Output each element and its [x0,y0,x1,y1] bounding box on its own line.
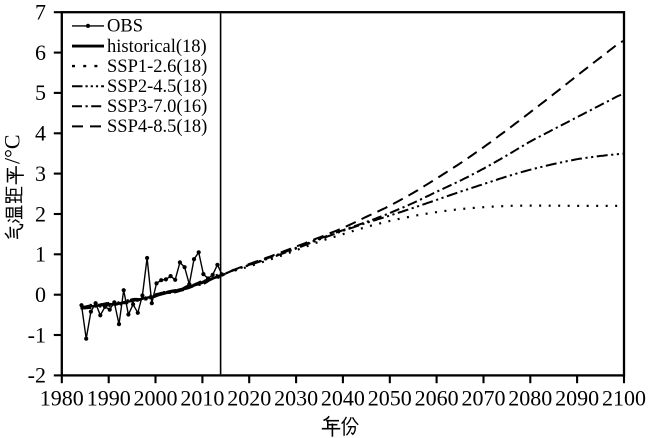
svg-text:OBS: OBS [107,17,143,37]
svg-text:1: 1 [35,242,46,267]
svg-text:2100: 2100 [602,386,646,411]
svg-text:SSP1-2.6(18): SSP1-2.6(18) [107,57,207,77]
svg-text:2030: 2030 [274,386,318,411]
svg-text:-2: -2 [28,363,46,388]
svg-text:historical(18): historical(18) [107,37,207,57]
svg-text:SSP4-8.5(18): SSP4-8.5(18) [107,117,207,137]
svg-text:/°C: /°C [0,134,25,164]
svg-text:SSP2-4.5(18): SSP2-4.5(18) [107,77,207,97]
svg-text:2050: 2050 [368,386,412,411]
svg-text:2070: 2070 [462,386,506,411]
svg-text:2060: 2060 [415,386,459,411]
svg-text:5: 5 [35,80,46,105]
svg-text:7: 7 [35,0,46,25]
svg-text:2010: 2010 [180,386,224,411]
svg-text:1980: 1980 [40,386,84,411]
svg-text:3: 3 [35,161,46,186]
svg-text:2080: 2080 [508,386,552,411]
svg-text:0: 0 [35,282,46,307]
svg-text:6: 6 [35,40,46,65]
svg-text:2000: 2000 [134,386,178,411]
svg-text:2040: 2040 [321,386,365,411]
svg-text:2090: 2090 [555,386,599,411]
svg-text:2: 2 [35,201,46,226]
svg-text:-1: -1 [28,322,46,347]
svg-text:SSP3-7.0(16): SSP3-7.0(16) [107,97,207,117]
svg-text:4: 4 [35,121,46,146]
svg-text:2020: 2020 [227,386,271,411]
svg-text:1990: 1990 [87,386,131,411]
